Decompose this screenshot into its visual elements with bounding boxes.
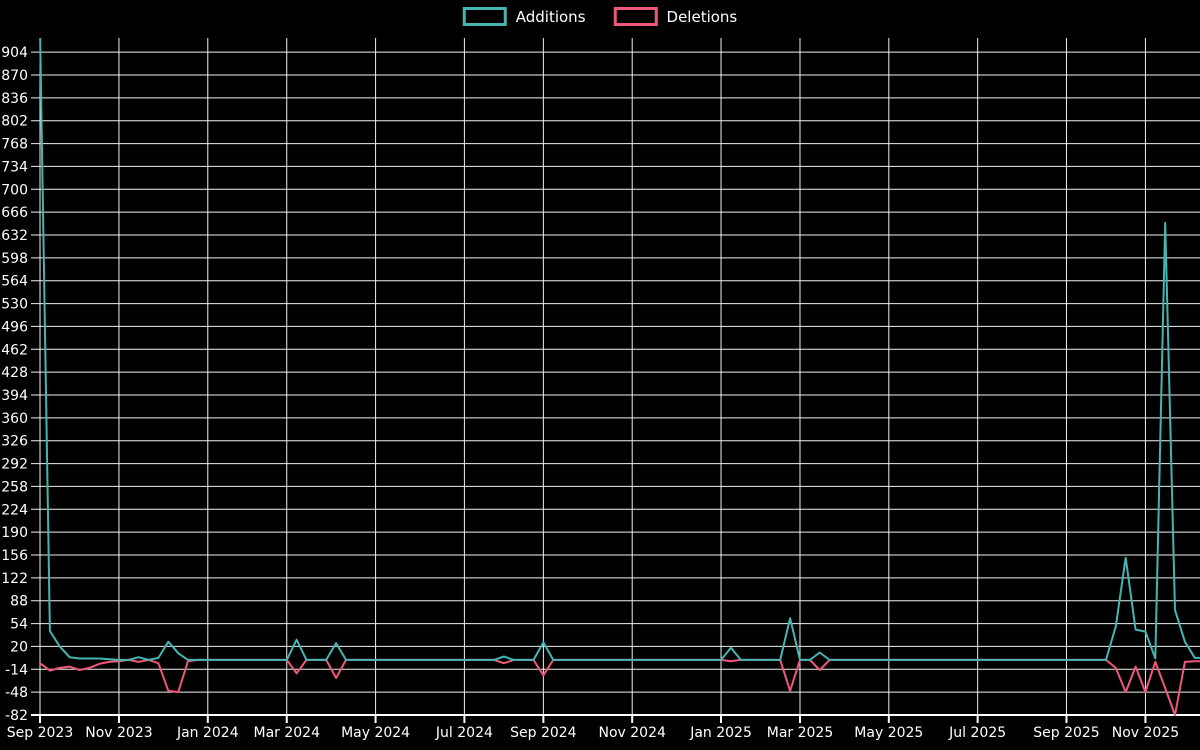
series-additions xyxy=(39,38,1200,661)
x-tick-label: May 2025 xyxy=(854,725,923,741)
x-tick-label: Sep 2024 xyxy=(510,725,577,741)
x-tick-label: Sep 2025 xyxy=(1033,725,1099,741)
y-tick-label: 122 xyxy=(1,571,28,587)
x-tick-label: Nov 2023 xyxy=(85,725,152,741)
x-axis xyxy=(31,714,1200,723)
x-tick-label: Sep 2023 xyxy=(7,725,73,741)
y-tick-label: 54 xyxy=(10,617,28,633)
y-tick-label: 428 xyxy=(1,365,28,381)
y-axis-labels: 904 870 836 802 768 734 700 666 632 598 564 530 496 4… xyxy=(1,45,28,724)
x-tick-label: Jul 2024 xyxy=(435,725,493,741)
y-tick-label: 768 xyxy=(1,137,28,153)
legend-label-additions: Additions xyxy=(515,7,586,26)
x-tick-label: May 2024 xyxy=(341,725,410,741)
y-tick-label: 632 xyxy=(1,228,28,244)
y-tick-label: 292 xyxy=(1,457,28,473)
y-tick-label: 88 xyxy=(10,594,28,610)
y-tick-label: 190 xyxy=(1,525,28,541)
legend-label-deletions: Deletions xyxy=(666,7,738,26)
x-tick-label: Jan 2025 xyxy=(689,725,752,741)
y-tick-label: 496 xyxy=(1,319,28,335)
y-tick-label: 224 xyxy=(1,502,28,518)
y-tick-label: 394 xyxy=(1,388,28,404)
y-tick-label: 360 xyxy=(1,411,28,427)
y-tick-label: 326 xyxy=(1,434,28,450)
y-tick-label: 700 xyxy=(1,182,28,198)
y-tick-label: 836 xyxy=(1,91,28,107)
y-tick-label: 156 xyxy=(1,548,28,564)
x-tick-label: Mar 2025 xyxy=(767,725,834,741)
y-tick-label: 802 xyxy=(1,114,28,130)
y-tick-label: 870 xyxy=(1,68,28,84)
legend-item-additions[interactable]: Additions xyxy=(462,7,586,26)
y-tick-label: 666 xyxy=(1,205,28,221)
x-tick-label: Nov 2024 xyxy=(598,725,665,741)
y-tick-label: 904 xyxy=(1,45,28,61)
deletions-swatch xyxy=(613,7,658,26)
y-tick-label: 734 xyxy=(1,159,28,175)
y-tick-label: 462 xyxy=(1,342,28,358)
x-tick-label: Mar 2024 xyxy=(254,725,321,741)
y-tick-label: -48 xyxy=(5,685,28,701)
y-tick-label: 20 xyxy=(10,639,28,655)
series-deletions xyxy=(39,658,1200,716)
gridlines xyxy=(31,38,1200,716)
y-tick-label: -82 xyxy=(5,708,28,724)
y-tick-label: 598 xyxy=(1,251,28,267)
additions-swatch xyxy=(462,7,507,26)
y-tick-label: -14 xyxy=(5,662,28,678)
x-axis-labels: Sep 2023 Nov 2023 Jan 2024 Mar 2024 May 2024… xyxy=(7,725,1179,741)
chart-legend: Additions Deletions xyxy=(462,7,738,26)
x-tick-label: Jan 2024 xyxy=(176,725,239,741)
x-tick-label: Nov 2025 xyxy=(1112,725,1179,741)
y-tick-label: 530 xyxy=(1,297,28,313)
x-tick-label: Jul 2025 xyxy=(948,725,1006,741)
y-tick-label: 258 xyxy=(1,479,28,495)
y-tick-label: 564 xyxy=(1,274,28,290)
legend-item-deletions[interactable]: Deletions xyxy=(613,7,738,26)
